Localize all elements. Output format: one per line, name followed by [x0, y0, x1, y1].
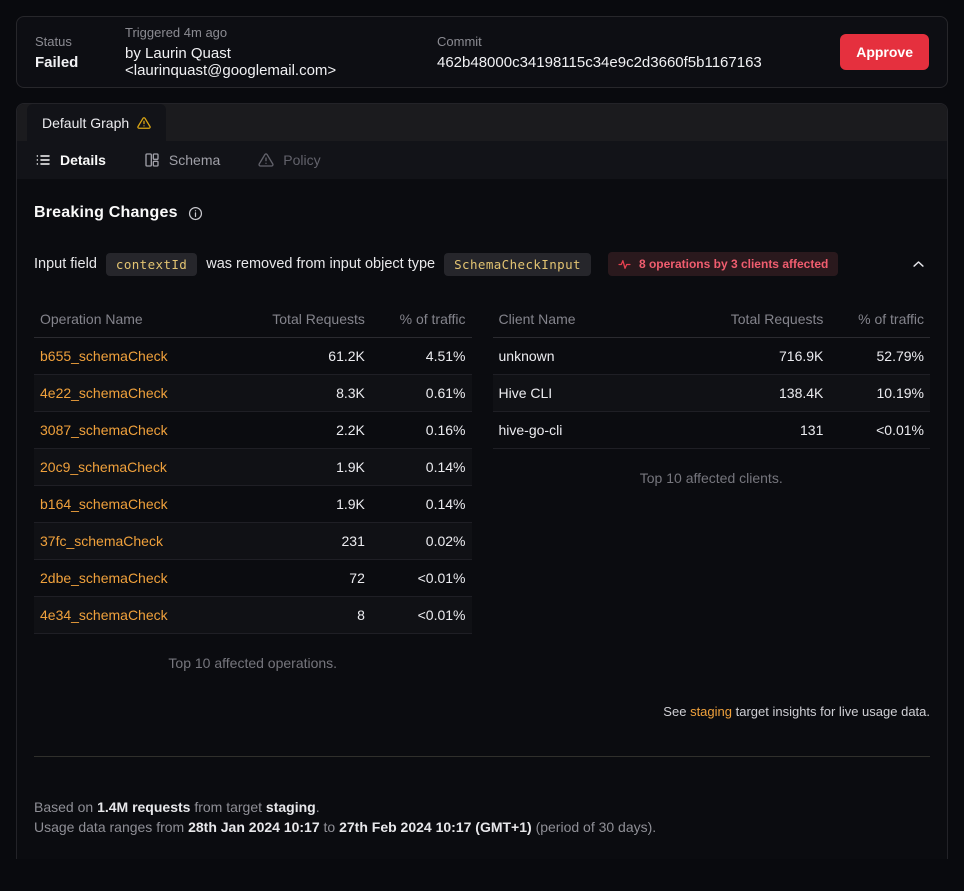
warning-triangle-icon	[258, 152, 274, 168]
table-row: 20c9_schemaCheck 1.9K 0.14%	[34, 448, 472, 486]
usage-summary-line2: Usage data ranges from 28th Jan 2024 10:…	[34, 819, 657, 835]
triggered-label: Triggered 4m ago	[125, 25, 228, 40]
operations-table: Operation Name Total Requests % of traff…	[34, 303, 472, 634]
table-row: unknown 716.9K 52.79%	[492, 337, 930, 375]
change-prefix: Input field	[34, 256, 97, 272]
graph-tab-label: Default Graph	[42, 114, 130, 131]
tab-schema-label: Schema	[168, 152, 221, 168]
table-row: 4e34_schemaCheck 8 <0.01%	[34, 596, 472, 634]
table-row: 2dbe_schemaCheck 72 <0.01%	[34, 559, 472, 597]
tab-schema[interactable]: Schema	[144, 152, 220, 168]
usage-summary: Based on 1.4M requests from target stagi…	[34, 797, 930, 837]
col-traffic: % of traffic	[370, 303, 472, 338]
operation-link[interactable]: b655_schemaCheck	[40, 348, 168, 364]
operations-caption: Top 10 affected operations.	[168, 655, 338, 671]
clients-table: Client Name Total Requests % of traffic …	[492, 303, 930, 449]
schema-panel-icon	[144, 152, 160, 168]
graph-tabstrip: Default Graph	[17, 104, 947, 141]
operation-link[interactable]: 20c9_schemaCheck	[40, 459, 167, 475]
target-name: staging	[265, 799, 316, 815]
col-client-name: Client Name	[492, 303, 690, 338]
operation-link[interactable]: 3087_schemaCheck	[40, 422, 168, 438]
list-icon	[35, 152, 51, 168]
field-code-badge: contextId	[105, 252, 198, 276]
affected-badge-label: 8 operations by 3 clients affected	[638, 257, 829, 271]
schema-check-card: Default Graph Details	[16, 103, 948, 859]
operations-column: Operation Name Total Requests % of traff…	[34, 303, 472, 671]
status-label: Status	[35, 33, 72, 49]
commit-label: Commit	[437, 33, 482, 49]
tab-policy-label: Policy	[283, 152, 321, 168]
breaking-changes-title: Breaking Changes	[34, 204, 178, 221]
tab-details-label: Details	[60, 152, 106, 168]
approve-button[interactable]: Approve	[840, 34, 929, 70]
operation-link[interactable]: 37fc_schemaCheck	[40, 533, 163, 549]
tab-default-graph[interactable]: Default Graph	[27, 104, 167, 141]
table-row: b655_schemaCheck 61.2K 4.51%	[34, 337, 472, 375]
table-row: b164_schemaCheck 1.9K 0.14%	[34, 485, 472, 523]
check-header-card: Status Failed Triggered 4m ago by Laurin…	[16, 16, 948, 88]
col-total-requests: Total Requests	[230, 303, 371, 338]
clients-header-row: Client Name Total Requests % of traffic	[492, 303, 930, 338]
status-value: Failed	[35, 53, 79, 71]
change-middle: was removed from input object type	[206, 256, 436, 272]
col-operation-name: Operation Name	[34, 303, 231, 338]
triggered-by: by Laurin Quast <laurinquast@googlemail.…	[125, 45, 337, 79]
col-total-requests: Total Requests	[689, 303, 830, 338]
table-row: 37fc_schemaCheck 231 0.02%	[34, 522, 472, 560]
chevron-up-icon[interactable]	[907, 253, 930, 276]
col-traffic: % of traffic	[829, 303, 930, 338]
clients-column: Client Name Total Requests % of traffic …	[492, 303, 930, 671]
operation-link[interactable]: 2dbe_schemaCheck	[40, 570, 168, 586]
breaking-change-accordion-row[interactable]: Input field contextId was removed from i…	[34, 252, 930, 276]
table-row: Hive CLI 138.4K 10.19%	[492, 374, 930, 412]
usage-summary-line1: Based on 1.4M requests from target stagi…	[34, 799, 320, 815]
insights-note: See staging target insights for live usa…	[663, 704, 930, 719]
type-code-badge: SchemaCheckInput	[444, 252, 591, 276]
info-circle-icon[interactable]	[188, 206, 203, 221]
check-subtabs: Details Schema Policy	[17, 141, 947, 179]
affected-operations-badge: 8 operations by 3 clients affected	[607, 252, 839, 276]
clients-caption: Top 10 affected clients.	[639, 470, 783, 486]
details-content: Breaking Changes Input field contextId w…	[17, 204, 947, 859]
operation-link[interactable]: b164_schemaCheck	[40, 496, 168, 512]
range-to: 27th Feb 2024 10:17 (GMT+1)	[339, 819, 532, 835]
section-divider	[34, 756, 930, 757]
table-row: hive-go-cli 131 <0.01%	[492, 411, 930, 449]
range-from: 28th Jan 2024 10:17	[188, 819, 320, 835]
tab-details[interactable]: Details	[35, 152, 106, 168]
staging-target-link[interactable]: staging	[690, 704, 732, 719]
warning-triangle-icon	[137, 116, 151, 130]
tab-policy[interactable]: Policy	[258, 152, 321, 168]
table-row: 4e22_schemaCheck 8.3K 0.61%	[34, 374, 472, 412]
commit-block: Commit 462b48000c34198115c34e9c2d3660f5b…	[437, 34, 762, 71]
activity-pulse-icon	[617, 258, 632, 271]
operation-link[interactable]: 4e34_schemaCheck	[40, 607, 168, 623]
operations-header-row: Operation Name Total Requests % of traff…	[34, 303, 472, 338]
triggered-block: Triggered 4m ago by Laurin Quast <laurin…	[125, 25, 437, 79]
status-block: Status Failed	[35, 34, 91, 71]
operation-link[interactable]: 4e22_schemaCheck	[40, 385, 168, 401]
commit-hash: 462b48000c34198115c34e9c2d3660f5b1167163	[437, 53, 762, 71]
requests-count: 1.4M requests	[97, 799, 191, 815]
table-row: 3087_schemaCheck 2.2K 0.16%	[34, 411, 472, 449]
